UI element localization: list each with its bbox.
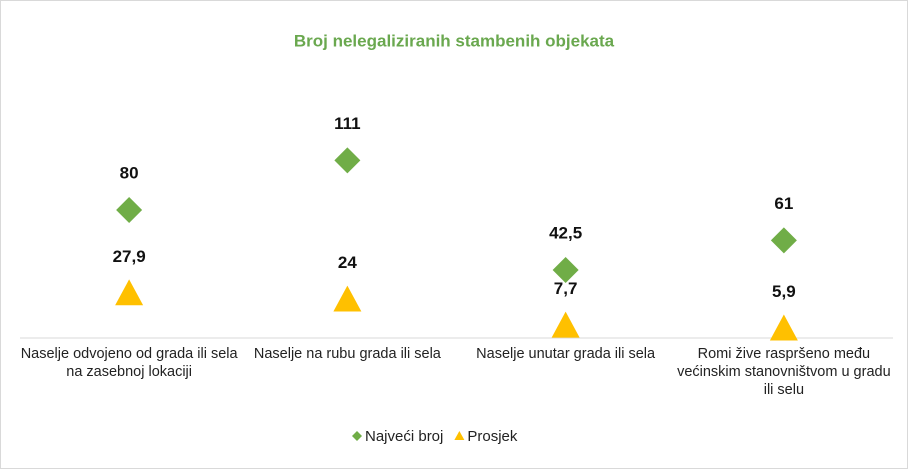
legend-marker [454,431,465,440]
data-point [551,311,580,338]
data-point [552,257,579,283]
data-label: 5,9 [772,282,796,301]
data-point [333,285,362,312]
x-tick-label: Naselje na rubu grada ili sela [253,346,441,362]
data-point [770,227,797,254]
data-label: 42,5 [549,223,582,242]
x-tick-label: Romi žive raspršeno među većinskim stano… [677,346,891,398]
legend-marker [352,431,362,441]
data-label: 24 [338,253,357,272]
data-point [115,279,144,306]
data-label: 61 [774,194,793,213]
data-label: 7,7 [554,279,578,298]
data-label: 80 [120,163,139,182]
x-tick-label: Naselje unutar grada ili sela [476,346,656,362]
data-label: 27,9 [113,247,146,266]
legend-label: Najveći broj [365,428,443,445]
data-point [769,314,798,341]
chart-title: Broj nelegaliziranih stambenih objekata [294,31,615,50]
legend-label: Prosjek [467,428,518,445]
x-tick-label: Naselje odvojeno od grada ili sela na za… [20,346,238,380]
data-point [116,197,143,223]
data-label: 111 [334,114,361,133]
data-point [334,147,361,174]
